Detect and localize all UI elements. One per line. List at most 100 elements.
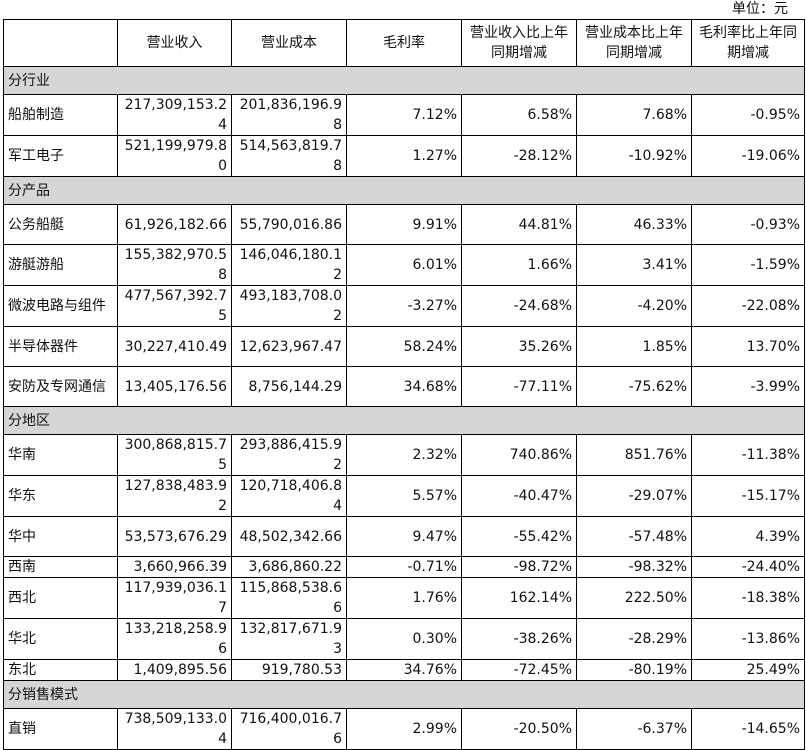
- table-cell: 115,868,538.66: [231, 577, 347, 619]
- table-cell: -4.20%: [576, 285, 692, 327]
- table-cell: 55,790,016.86: [231, 204, 347, 245]
- table-cell: -77.11%: [461, 366, 577, 407]
- table-cell: 1.85%: [576, 326, 692, 367]
- table-cell: -98.32%: [576, 556, 692, 578]
- table-cell: -18.38%: [691, 577, 805, 619]
- table-cell: 477,567,392.75: [117, 285, 232, 327]
- table-cell: -24.68%: [461, 285, 577, 327]
- row-label: 半导体器件: [3, 326, 118, 367]
- table-cell: -0.71%: [346, 556, 462, 578]
- table-cell: -40.47%: [461, 475, 577, 517]
- table-cell: 4.39%: [691, 516, 805, 557]
- column-header: 营业收入比上年同期增减: [461, 19, 577, 67]
- table-cell: 132,817,671.93: [231, 618, 347, 660]
- table-cell: -28.29%: [576, 618, 692, 660]
- table-cell: -10.92%: [576, 135, 692, 177]
- table-cell: -38.26%: [461, 618, 577, 660]
- table-cell: 1.76%: [346, 577, 462, 619]
- row-label: 安防及专网通信: [3, 366, 118, 407]
- table-cell: 13,405,176.56: [117, 366, 232, 407]
- row-label: 华东: [3, 475, 118, 517]
- table-cell: 30,227,410.49: [117, 326, 232, 367]
- table-cell: -98.72%: [461, 556, 577, 578]
- row-label: 微波电路与组件: [3, 285, 118, 327]
- table-cell: 8,756,144.29: [231, 366, 347, 407]
- section-title: 分地区: [3, 406, 805, 435]
- table-row: 西北 117,939,036.17 115,868,538.66 1.76% 162.1…: [3, 577, 805, 619]
- table-cell: -11.38%: [691, 434, 805, 476]
- table-cell: 217,309,153.24: [117, 94, 232, 136]
- table-cell: 5.57%: [346, 475, 462, 517]
- column-header: 毛利率: [346, 19, 462, 67]
- table-cell: -19.06%: [691, 135, 805, 177]
- table-cell: -24.40%: [691, 556, 805, 578]
- table-row: 华中 53,573,676.29 48,502,342.66 9.47% -55.42%…: [3, 516, 805, 557]
- table-cell: 521,199,979.80: [117, 135, 232, 177]
- table-cell: 25.49%: [691, 659, 805, 681]
- table-cell: -57.48%: [576, 516, 692, 557]
- table-cell: -55.42%: [461, 516, 577, 557]
- table-cell: -22.08%: [691, 285, 805, 327]
- table-cell: 293,886,415.92: [231, 434, 347, 476]
- row-label: 军工电子: [3, 135, 118, 177]
- table-cell: 6.01%: [346, 244, 462, 286]
- section-title: 分销售模式: [3, 680, 805, 709]
- column-header: 毛利率比上年同期增减: [691, 19, 805, 67]
- table-cell: 740.86%: [461, 434, 577, 476]
- table-cell: 851.76%: [576, 434, 692, 476]
- row-label: 直销: [3, 708, 118, 750]
- table-cell: -20.50%: [461, 708, 577, 750]
- table-cell: 3,686,860.22: [231, 556, 347, 578]
- table-cell: 9.91%: [346, 204, 462, 245]
- table-cell: 12,623,967.47: [231, 326, 347, 367]
- table-row: 微波电路与组件 477,567,392.75 493,183,708.02 -3.27…: [3, 285, 805, 327]
- table-cell: 9.47%: [346, 516, 462, 557]
- table-cell: 53,573,676.29: [117, 516, 232, 557]
- table-row: 西南 3,660,966.39 3,686,860.22 -0.71% -98.72% -…: [3, 556, 805, 578]
- table-row: 华东 127,838,483.92 120,718,406.84 5.57% -40.4…: [3, 475, 805, 517]
- row-label: 华南: [3, 434, 118, 476]
- table-cell: 1.66%: [461, 244, 577, 286]
- table-row: 半导体器件 30,227,410.49 12,623,967.47 58.24% 35.…: [3, 326, 805, 367]
- table-cell: 300,868,815.75: [117, 434, 232, 476]
- table-row: 公务船艇 61,926,182.66 55,790,016.86 9.91% 44.81…: [3, 204, 805, 245]
- table-cell: 222.50%: [576, 577, 692, 619]
- table-row: 军工电子 521,199,979.80 514,563,819.78 1.27% -28…: [3, 135, 805, 177]
- row-label: 东北: [3, 659, 118, 681]
- row-label: 西南: [3, 556, 118, 578]
- revenue-table: 营业收入 营业成本 毛利率 营业收入比上年同期增减 营业成本比上年同期增减 毛利率比上年同…: [3, 19, 805, 750]
- table-cell: -6.37%: [576, 708, 692, 750]
- table-cell: 61,926,182.66: [117, 204, 232, 245]
- row-label: 公务船艇: [3, 204, 118, 245]
- table-cell: 35.26%: [461, 326, 577, 367]
- table-cell: -3.99%: [691, 366, 805, 407]
- table-cell: 1,409,895.56: [117, 659, 232, 681]
- table-cell: -28.12%: [461, 135, 577, 177]
- section-row: 分产品: [3, 176, 805, 205]
- table-row: 安防及专网通信 13,405,176.56 8,756,144.29 34.68% -7…: [3, 366, 805, 407]
- table-cell: 127,838,483.92: [117, 475, 232, 517]
- table-cell: 48,502,342.66: [231, 516, 347, 557]
- table-cell: -13.86%: [691, 618, 805, 660]
- table-cell: -15.17%: [691, 475, 805, 517]
- column-header: 营业成本比上年同期增减: [576, 19, 692, 67]
- table-cell: 13.70%: [691, 326, 805, 367]
- table-cell: 493,183,708.02: [231, 285, 347, 327]
- table-cell: 58.24%: [346, 326, 462, 367]
- table-cell: 6.58%: [461, 94, 577, 136]
- row-label: 游艇游船: [3, 244, 118, 286]
- table-cell: 919,780.53: [231, 659, 347, 681]
- table-cell: -75.62%: [576, 366, 692, 407]
- unit-label: 单位：元: [732, 1, 788, 17]
- table-cell: 738,509,133.04: [117, 708, 232, 750]
- table-cell: 34.68%: [346, 366, 462, 407]
- section-title: 分产品: [3, 176, 805, 205]
- table-cell: 46.33%: [576, 204, 692, 245]
- table-row: 华南 300,868,815.75 293,886,415.92 2.32% 740.8…: [3, 434, 805, 476]
- section-title: 分行业: [3, 66, 805, 95]
- table-cell: -29.07%: [576, 475, 692, 517]
- section-row: 分销售模式: [3, 680, 805, 709]
- table-cell: 155,382,970.58: [117, 244, 232, 286]
- table-cell: 162.14%: [461, 577, 577, 619]
- table-cell: 7.12%: [346, 94, 462, 136]
